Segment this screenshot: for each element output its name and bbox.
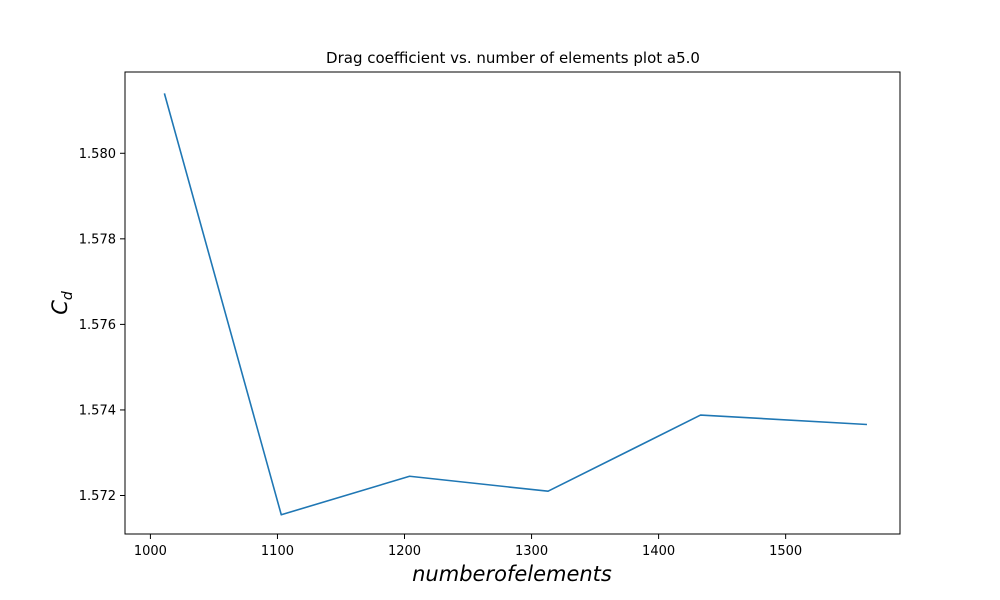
y-tick-label: 1.576 — [79, 318, 116, 333]
y-tick-label: 1.578 — [79, 232, 116, 247]
x-tick-label: 1400 — [642, 544, 675, 559]
y-axis-label-main: C — [48, 300, 72, 315]
series-line — [163, 93, 868, 516]
chart-title: Drag coefficient vs. number of elements … — [326, 49, 700, 67]
y-axis-label: Cd — [48, 291, 76, 315]
x-tick-label: 1300 — [515, 544, 548, 559]
y-axis: 1.572 1.574 1.576 1.578 1.580 — [79, 147, 125, 504]
y-axis-label-subscript: d — [60, 291, 76, 300]
x-tick-label: 1000 — [134, 544, 167, 559]
y-tick-label: 1.580 — [79, 147, 116, 162]
y-axis-label-group: Cd — [48, 291, 76, 315]
y-tick-label: 1.572 — [79, 489, 116, 504]
x-tick-label: 1100 — [261, 544, 294, 559]
plot-frame — [124, 71, 901, 535]
y-tick-label: 1.574 — [79, 403, 116, 418]
plot-area — [124, 71, 901, 535]
x-axis-label: numberofelements — [412, 562, 612, 586]
series-group — [163, 93, 868, 516]
x-axis: 1000 1100 1200 1300 1400 1500 — [134, 534, 802, 559]
x-tick-label: 1500 — [769, 544, 802, 559]
x-tick-label: 1200 — [388, 544, 421, 559]
